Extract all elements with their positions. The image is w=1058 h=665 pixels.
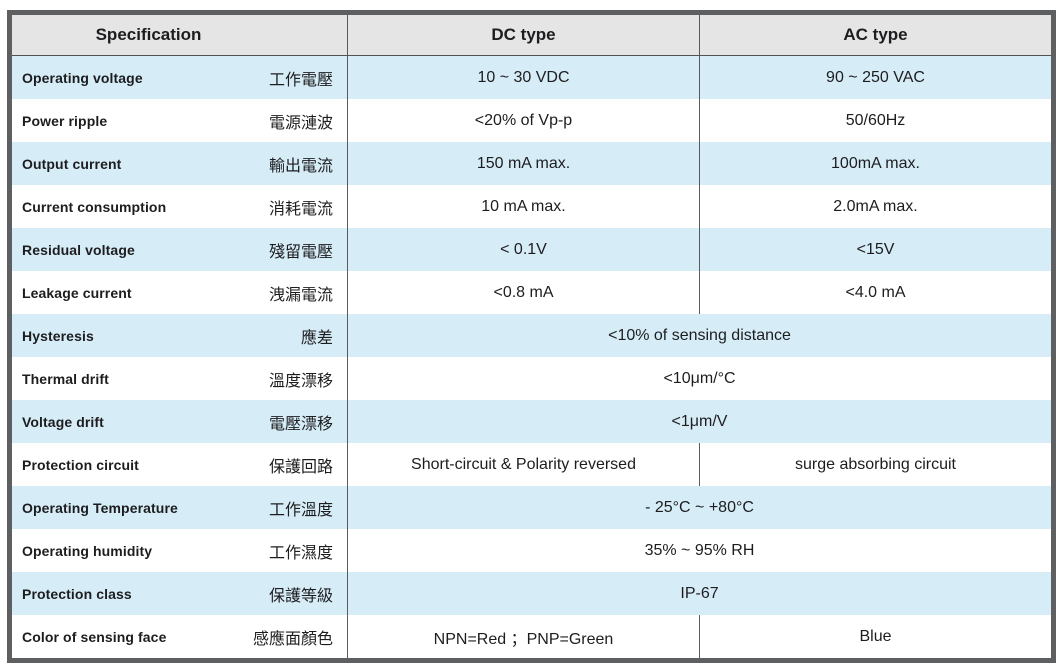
label-cell: Voltage drift 電壓漂移 [9,400,348,443]
ac-value: Blue [699,615,1054,661]
label-zh: 輸出電流 [268,157,333,175]
dc-value: <20% of Vp-p [347,99,700,142]
label-cell: Current consumption 消耗電流 [10,185,348,228]
merged-value: - 25°C ~ +80°C [347,486,1054,529]
table-row-residual-voltage: Residual voltage 殘留電壓 < 0.1V <15V [9,228,1054,271]
label-en: Thermal drift [22,370,109,387]
dc-value: 150 mA max. [347,142,700,185]
label-zh: 電壓漂移 [268,415,333,433]
merged-value: 35% ~ 95% RH [347,529,1054,572]
ac-value: 2.0mA max. [699,185,1054,228]
merged-value: <1μm/V [347,400,1054,443]
label-zh: 消耗電流 [268,200,333,218]
label-en: Output current [22,155,122,172]
table-row-current-consumption: Current consumption 消耗電流 10 mA max. 2.0m… [10,185,1054,228]
table-row-operating-voltage: Operating voltage 工作電壓 10 ~ 30 VDC 90 ~ … [9,55,1054,99]
label-zh: 應差 [300,329,333,347]
label-en: Power ripple [22,112,108,129]
label-cell: Output current 輸出電流 [9,142,348,185]
table-row-protection-circuit: Protection circuit 保護回路 Short-circuit & … [10,443,1054,486]
specification-table-container: Specification DC type AC type Operating … [7,10,1056,663]
label-zh: 洩漏電流 [268,286,333,304]
table-row-operating-humidity: Operating humidity 工作濕度 35% ~ 95% RH [10,529,1054,572]
label-cell: Residual voltage 殘留電壓 [9,228,348,271]
label-cell: Color of sensing face 感應面顏色 [10,615,348,661]
ac-value: 90 ~ 250 VAC [699,55,1054,99]
ac-value: surge absorbing circuit [699,443,1054,486]
merged-value: <10μm/°C [347,357,1054,400]
label-cell: Power ripple 電源漣波 [10,99,348,142]
table-row-output-current: Output current 輸出電流 150 mA max. 100mA ma… [9,142,1054,185]
label-en: Protection circuit [22,456,139,473]
specification-table: Specification DC type AC type Operating … [7,10,1056,663]
header-specification: Specification [9,12,348,56]
table-row-hysteresis: Hysteresis 應差 <10% of sensing distance [9,314,1054,357]
label-en: Hysteresis [22,327,94,344]
header-specification-label: Specification [95,25,202,44]
label-zh: 感應面顏色 [252,630,333,648]
label-zh: 保護回路 [268,458,333,476]
label-en: Voltage drift [22,413,104,430]
label-en: Operating voltage [22,69,143,86]
table-row-power-ripple: Power ripple 電源漣波 <20% of Vp-p 50/60Hz [10,99,1054,142]
label-cell: Protection class 保護等級 [9,572,348,615]
table-row-thermal-drift: Thermal drift 溫度漂移 <10μm/°C [10,357,1054,400]
label-cell: Thermal drift 溫度漂移 [10,357,348,400]
header-row: Specification DC type AC type [9,12,1054,56]
dc-value: < 0.1V [347,228,700,271]
table-row-protection-class: Protection class 保護等級 IP-67 [9,572,1054,615]
label-zh: 溫度漂移 [268,372,333,390]
label-zh: 保護等級 [268,587,333,605]
label-en: Leakage current [22,284,132,301]
merged-value: IP-67 [347,572,1054,615]
dc-value: NPN=Red ；PNP=Green [347,615,700,661]
label-en: Operating Temperature [22,499,178,516]
dc-value: 10 ~ 30 VDC [347,55,700,99]
table-row-voltage-drift: Voltage drift 電壓漂移 <1μm/V [9,400,1054,443]
label-cell: Operating voltage 工作電壓 [9,55,348,99]
ac-value: <15V [699,228,1054,271]
table-row-operating-temperature: Operating Temperature 工作溫度 - 25°C ~ +80°… [9,486,1054,529]
table-row-leakage-current: Leakage current 洩漏電流 <0.8 mA <4.0 mA [10,271,1054,314]
label-zh: 電源漣波 [268,114,333,132]
label-cell: Operating humidity 工作濕度 [10,529,348,572]
label-en: Operating humidity [22,542,153,559]
label-en: Current consumption [22,198,167,215]
label-cell: Hysteresis 應差 [9,314,348,357]
label-zh: 工作濕度 [268,544,333,562]
dc-value: Short-circuit & Polarity reversed [347,443,700,486]
label-zh: 工作溫度 [268,501,333,519]
label-en: Color of sensing face [22,628,167,645]
merged-value: <10% of sensing distance [347,314,1054,357]
ac-value: 100mA max. [699,142,1054,185]
label-cell: Operating Temperature 工作溫度 [9,486,348,529]
dc-value: 10 mA max. [347,185,700,228]
label-zh: 工作電壓 [268,71,333,89]
label-cell: Leakage current 洩漏電流 [10,271,348,314]
label-en: Residual voltage [22,241,135,258]
ac-value: <4.0 mA [699,271,1054,314]
label-cell: Protection circuit 保護回路 [10,443,348,486]
ac-value: 50/60Hz [699,99,1054,142]
dc-value: <0.8 mA [347,271,700,314]
header-dc-type: DC type [347,12,700,56]
label-en: Protection class [22,585,132,602]
table-row-color-of-sensing-face: Color of sensing face 感應面顏色 NPN=Red ；PNP… [10,615,1054,661]
header-ac-type: AC type [699,12,1054,56]
label-zh: 殘留電壓 [268,243,333,261]
